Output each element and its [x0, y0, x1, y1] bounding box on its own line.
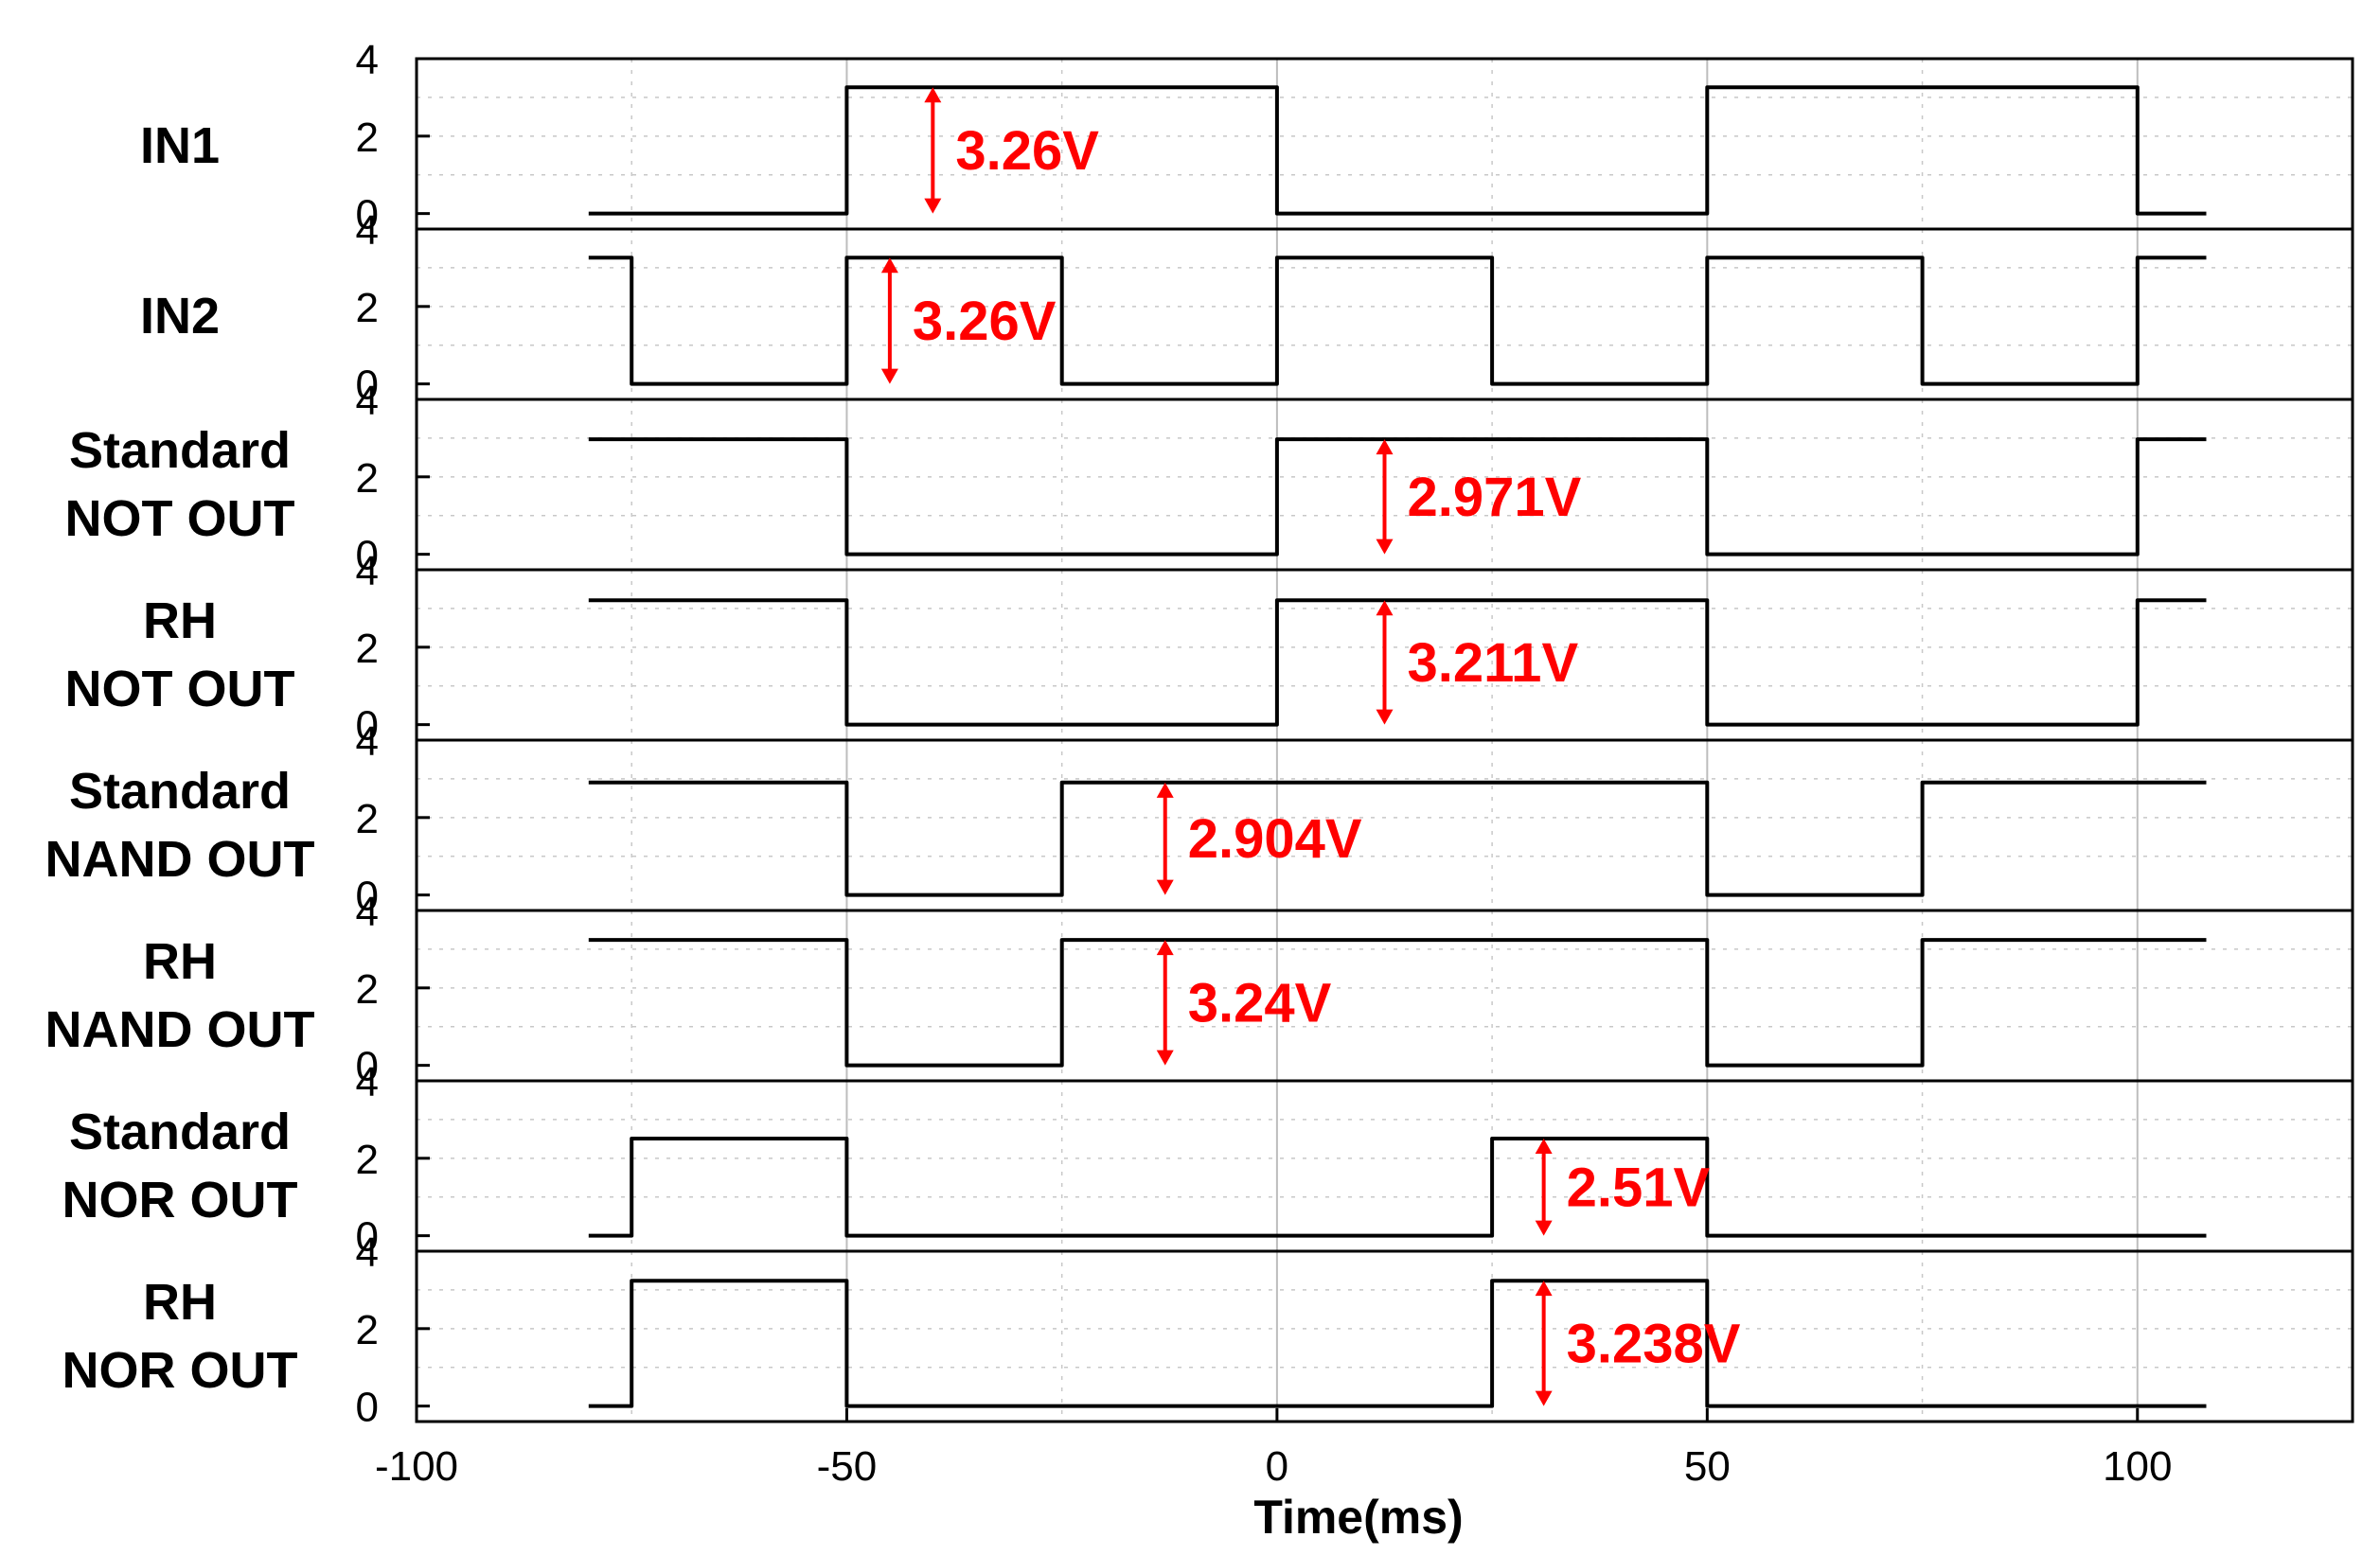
waveform-trace: [588, 598, 2207, 727]
y-tick-label: 4: [356, 207, 379, 254]
row-label: NOR OUT: [62, 1342, 298, 1399]
voltage-annotation-label: 2.971V: [1408, 467, 1582, 528]
voltage-annotation-label: 3.211V: [1408, 632, 1579, 694]
row-label: NOT OUT: [65, 661, 295, 717]
row-label: NAND OUT: [45, 831, 315, 888]
y-tick-label: 4: [356, 548, 379, 594]
panel-frame: [415, 1079, 2354, 1253]
y-tick-label: 4: [356, 889, 379, 935]
waveform-trace: [588, 85, 2207, 216]
x-tick-label: -100: [375, 1443, 458, 1490]
voltage-arrow-head-top: [1535, 1138, 1553, 1154]
panel-frame: [415, 738, 2354, 912]
y-tick-label: 0: [356, 1044, 379, 1090]
waveform-trace: [588, 780, 2207, 897]
x-axis-label: Time(ms): [1253, 1491, 1463, 1544]
panel-frame: [415, 227, 2354, 401]
y-tick-label: 0: [356, 1385, 379, 1431]
voltage-arrow-head-top: [1156, 940, 1174, 956]
row-label: RH: [143, 592, 217, 649]
panel-frame: [415, 1249, 2354, 1423]
y-tick-label: 2: [356, 796, 379, 842]
x-tick-label: 50: [1684, 1443, 1731, 1490]
voltage-arrow-head-bottom: [1156, 879, 1174, 895]
y-tick-label: 2: [356, 626, 379, 672]
voltage-arrow-head-top: [880, 257, 898, 274]
waveform-trace: [588, 1279, 2207, 1408]
voltage-annotation-label: 3.238V: [1567, 1313, 1741, 1374]
row-label: IN1: [140, 117, 220, 174]
voltage-arrow-head-bottom: [1156, 1050, 1174, 1066]
row-label: Standard: [69, 1104, 291, 1160]
row-label: IN2: [140, 288, 220, 345]
row-label: Standard: [69, 763, 291, 820]
y-tick-label: 2: [356, 455, 379, 502]
waveform-trace: [588, 1137, 2207, 1238]
y-tick-label: 2: [356, 1307, 379, 1353]
y-tick-label: 2: [356, 285, 379, 331]
x-tick-label: 0: [1266, 1443, 1288, 1490]
y-tick-label: 4: [356, 718, 379, 765]
voltage-annotation-label: 3.24V: [1188, 972, 1332, 1034]
y-tick-label: 4: [356, 378, 379, 424]
y-tick-label: 2: [356, 1137, 379, 1183]
y-tick-label: 0: [356, 533, 379, 579]
waveform-trace: [588, 938, 2207, 1068]
y-tick-label: 0: [356, 192, 379, 239]
voltage-arrow-head-top: [1376, 600, 1394, 616]
y-tick-label: 4: [356, 37, 379, 83]
y-tick-label: 2: [356, 115, 379, 161]
voltage-arrow-head-bottom: [1535, 1220, 1553, 1236]
voltage-arrow-head-bottom: [880, 368, 898, 384]
row-label: RH: [143, 933, 217, 990]
voltage-arrow-head-bottom: [1376, 709, 1394, 725]
voltage-arrow-head-bottom: [924, 198, 942, 214]
x-tick-label: 100: [2103, 1443, 2172, 1490]
voltage-arrow-head-top: [924, 87, 942, 103]
trace-layer: [588, 85, 2207, 1408]
x-tick-label: -50: [817, 1443, 878, 1490]
row-label: NOR OUT: [62, 1172, 298, 1228]
y-tick-label: 4: [356, 1229, 379, 1276]
label-layer: 0 2 4 IN1 0 2 4 IN2 0 2 4 Standard NOT OUT 0 2 4 RH NOT O…: [45, 37, 2173, 1490]
voltage-arrow-head-bottom: [1376, 539, 1394, 555]
voltage-arrow-head-top: [1156, 782, 1174, 798]
panel-frame: [415, 57, 2354, 231]
y-tick-label: 0: [356, 1214, 379, 1261]
row-label: RH: [143, 1274, 217, 1331]
voltage-annotation-label: 2.904V: [1188, 808, 1362, 870]
row-label: NAND OUT: [45, 1001, 315, 1058]
y-tick-label: 0: [356, 362, 379, 409]
y-tick-label: 0: [356, 874, 379, 920]
voltage-annotation-label: 2.51V: [1567, 1157, 1711, 1218]
frame-layer: [415, 57, 2354, 1423]
panel-frame: [415, 909, 2354, 1083]
y-tick-label: 0: [356, 703, 379, 750]
waveform-trace: [588, 256, 2207, 386]
annotation-layer: 3.26V 3.26V 2.971V 3.211V 2.904V 3.24V 2.51V 3.…: [880, 87, 1741, 1406]
voltage-arrow-head-top: [1376, 439, 1394, 455]
y-tick-label: 2: [356, 966, 379, 1013]
voltage-arrow-head-top: [1535, 1281, 1553, 1297]
voltage-arrow-head-bottom: [1535, 1390, 1553, 1406]
row-label: NOT OUT: [65, 490, 295, 547]
y-tick-label: 4: [356, 1059, 379, 1105]
waveform-trace: [588, 437, 2207, 557]
row-label: Standard: [69, 422, 291, 479]
voltage-annotation-label: 3.26V: [913, 291, 1057, 352]
voltage-annotation-label: 3.26V: [955, 120, 1099, 182]
